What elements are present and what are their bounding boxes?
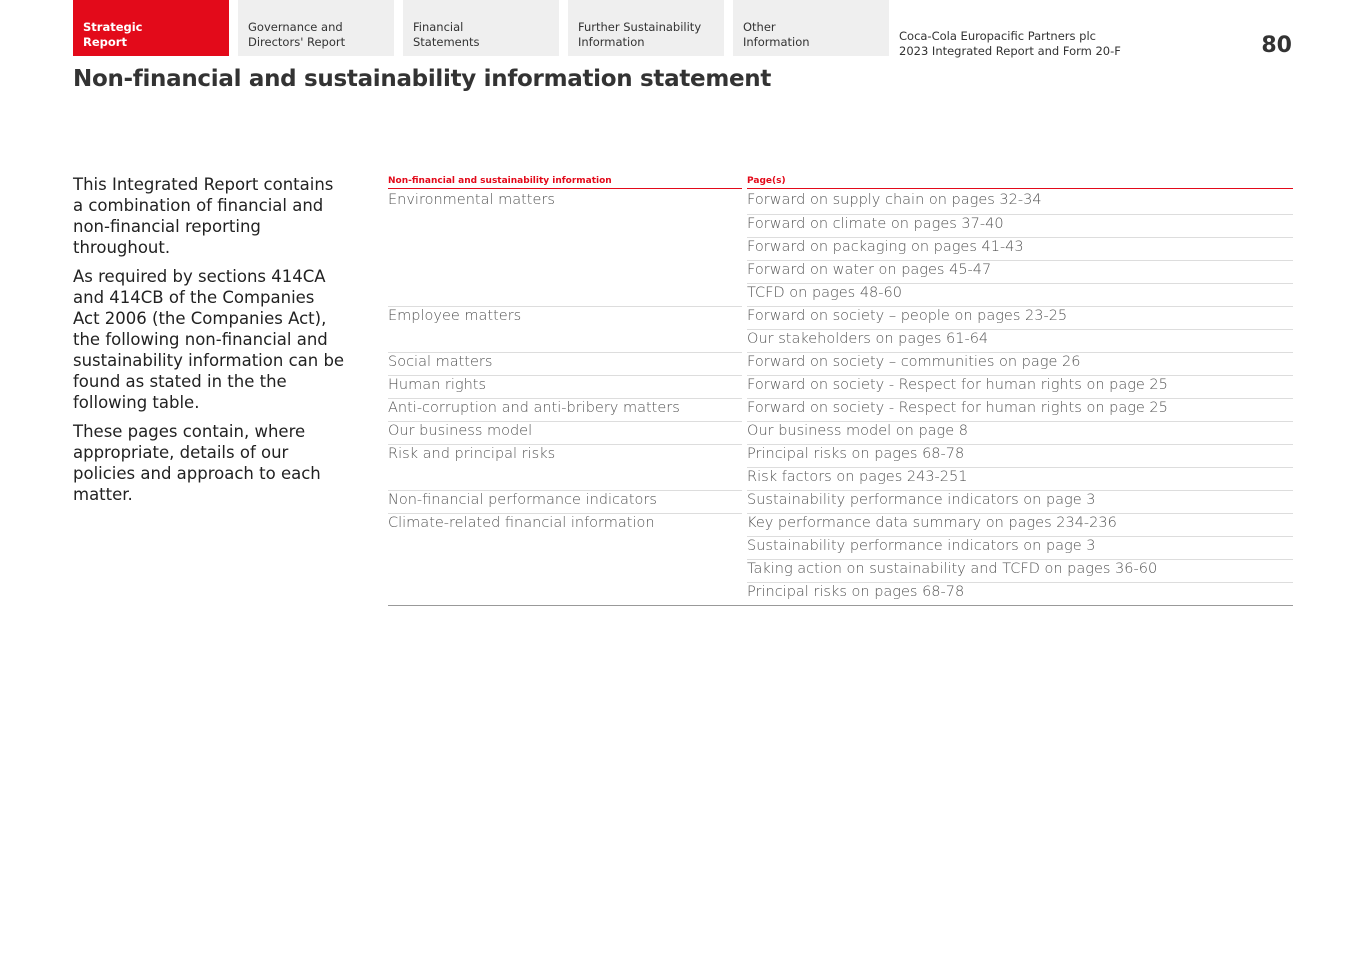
row-label: Human rights (388, 375, 743, 398)
row-label: Environmental matters (388, 192, 555, 208)
row-pages: Forward on society – people on pages 23-… (747, 306, 1293, 329)
tab-other-information[interactable]: Other Information (733, 0, 889, 56)
table-row: Environmental matters Forward on supply c… (388, 191, 1293, 214)
row-label: Non-financial performance indicators (388, 490, 743, 513)
row-label (388, 467, 742, 490)
table-row: Employee matters Forward on society – peo… (388, 306, 1293, 329)
table-body: Environmental matters Forward on supply c… (388, 191, 1293, 605)
row-label (388, 536, 742, 559)
table-row: Forward on water on pages 45-47 (388, 260, 1293, 283)
row-label (388, 582, 742, 605)
table-row: Risk and principal risks Principal risks … (388, 444, 1293, 467)
row-pages: Our stakeholders on pages 61-64 (747, 329, 1293, 352)
table-row: Social matters Forward on society – commu… (388, 352, 1293, 375)
tab-financial-statements[interactable]: Financial Statements (403, 0, 559, 56)
row-label: Employee matters (388, 306, 743, 329)
table-row: Forward on packaging on pages 41-43 (388, 237, 1293, 260)
row-pages: Forward on packaging on pages 41-43 (747, 237, 1293, 260)
row-pages: Taking action on sustainability and TCFD… (747, 559, 1293, 582)
header-info: Non-financial and sustainability informa… (388, 176, 743, 189)
tab-strategic-report[interactable]: Strategic Report (73, 0, 229, 56)
header-pages: Page(s) (747, 176, 1293, 189)
row-label (388, 283, 742, 306)
table-row: Taking action on sustainability and TCFD… (388, 559, 1293, 582)
row-label: Social matters (388, 352, 743, 375)
intro-text: This Integrated Report contains a combin… (73, 174, 345, 513)
table-header: Non-financial and sustainability informa… (388, 176, 1293, 191)
table-row: Non-financial performance indicators Sust… (388, 490, 1293, 513)
row-label (388, 329, 742, 352)
row-pages: Forward on society - Respect for human r… (747, 398, 1293, 421)
row-label (388, 237, 742, 260)
intro-paragraph: This Integrated Report contains a combin… (73, 175, 334, 257)
table-row: Human rights Forward on society - Respect… (388, 375, 1293, 398)
row-pages: TCFD on pages 48-60 (747, 283, 1293, 306)
intro-paragraph: As required by sections 414CA and 414CB … (73, 267, 345, 412)
row-pages: Sustainability performance indicators on… (747, 536, 1293, 559)
table-row: TCFD on pages 48-60 (388, 283, 1293, 306)
row-pages: Forward on supply chain on pages 32-34 (747, 192, 1042, 208)
row-pages: Forward on climate on pages 37-40 (747, 214, 1293, 237)
table-row: Our business model Our business model on … (388, 421, 1293, 444)
intro-paragraph: These pages contain, where appropriate, … (73, 422, 321, 504)
report-title: Coca-Cola Europacific Partners plc 2023 … (899, 29, 1121, 58)
row-label: Anti-corruption and anti-bribery matters (388, 398, 743, 421)
row-pages: Principal risks on pages 68-78 (747, 444, 1293, 467)
row-label: Our business model (388, 421, 743, 444)
row-label (388, 260, 742, 283)
table-row: Forward on climate on pages 37-40 (388, 214, 1293, 237)
tab-further-sustainability[interactable]: Further Sustainability Information (568, 0, 724, 56)
table-row: Risk factors on pages 243-251 (388, 467, 1293, 490)
section-nav: Strategic Report Governance and Director… (73, 0, 889, 56)
table-bottom-rule (388, 605, 1293, 606)
table-row: Sustainability performance indicators on… (388, 536, 1293, 559)
table-row: Anti-corruption and anti-bribery matters… (388, 398, 1293, 421)
row-pages: Forward on society - Respect for human r… (747, 375, 1293, 398)
table-row: Climate-related financial information Key… (388, 513, 1293, 536)
row-pages: Our business model on page 8 (747, 421, 1293, 444)
row-label: Risk and principal risks (388, 444, 743, 467)
tab-governance[interactable]: Governance and Directors' Report (238, 0, 394, 56)
page-title: Non-financial and sustainability informa… (73, 66, 772, 92)
row-pages: Key performance data summary on pages 23… (747, 513, 1293, 536)
row-pages: Sustainability performance indicators on… (747, 490, 1293, 513)
table-row: Our stakeholders on pages 61-64 (388, 329, 1293, 352)
row-pages: Forward on society – communities on page… (747, 352, 1293, 375)
row-pages: Risk factors on pages 243-251 (747, 467, 1293, 490)
row-label: Climate-related financial information (388, 513, 743, 536)
row-pages: Forward on water on pages 45-47 (747, 260, 1293, 283)
info-table: Non-financial and sustainability informa… (388, 176, 1293, 606)
page-number: 80 (1261, 33, 1292, 58)
table-row: Principal risks on pages 68-78 (388, 582, 1293, 605)
row-label (388, 214, 742, 237)
row-label (388, 559, 742, 582)
row-pages: Principal risks on pages 68-78 (747, 582, 1293, 605)
